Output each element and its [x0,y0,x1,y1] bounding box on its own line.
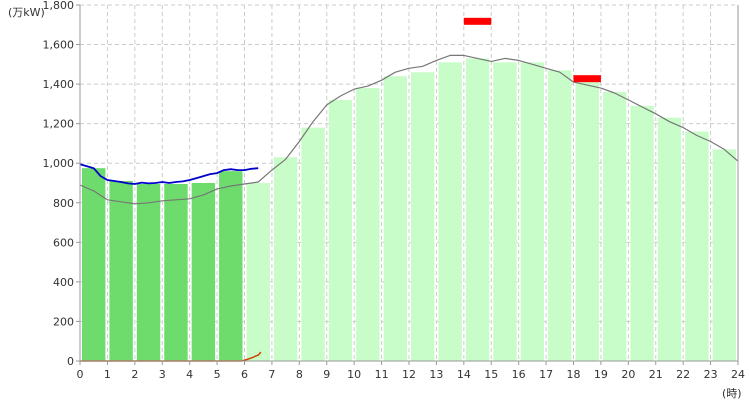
bar-actual [164,183,188,361]
y-tick-label: 200 [53,315,74,328]
x-tick-label: 11 [375,368,389,381]
bar-forecast [657,117,682,361]
x-tick-label: 3 [159,368,166,381]
x-tick-label: 12 [402,368,416,381]
bar-forecast [356,88,380,362]
y-tick-label: 0 [67,355,74,368]
x-tick-label: 4 [186,368,193,381]
x-tick-label: 13 [429,368,443,381]
x-tick-label: 15 [484,368,498,381]
x-tick-label: 17 [539,368,553,381]
y-tick-label: 600 [53,236,74,249]
grid-lines [80,4,739,361]
bar-forecast [273,157,298,361]
axes: 0 200 400 600 800 1,000 1,200 1,400 1,600 1,800 0 1… [43,0,746,381]
x-tick-label: 2 [131,368,138,381]
x-tick-label: 7 [268,368,275,381]
x-tick-label: 8 [296,368,303,381]
x-tick-label: 1 [104,368,111,381]
bar-forecast [246,183,270,361]
peak-marker [463,17,492,25]
bar-forecast [712,149,736,361]
bar-forecast [438,62,462,361]
bar-group [82,58,736,362]
y-tick-label: 1,200 [43,118,75,131]
x-axis-unit-label: (時) [722,387,742,400]
bar-actual [109,181,133,361]
x-tick-label: 5 [214,368,221,381]
y-tick-label: 1,800 [43,0,75,12]
x-tick-label: 24 [731,368,745,381]
bar-actual [191,183,216,361]
x-tick-label: 14 [457,368,471,381]
peak-marker-group [463,17,601,83]
x-tick-label: 0 [77,368,84,381]
peak-marker [573,75,601,83]
bar-actual [136,183,161,361]
x-tick-label: 19 [594,368,608,381]
y-tick-label: 1,600 [43,39,75,52]
series-line-yesterday [79,54,739,205]
bar-forecast [630,105,654,361]
bar-forecast [328,99,353,361]
bar-forecast [548,70,572,362]
bar-actual [219,171,243,361]
bar-forecast [383,76,407,361]
bar-forecast [520,62,545,361]
y-axis-unit-label: (万kW) [8,6,45,19]
bar-forecast [602,92,627,362]
bar-forecast [465,58,490,362]
y-tick-label: 400 [53,276,74,289]
series-line-today [79,163,259,185]
bar-forecast [411,72,435,361]
x-tick-label: 23 [704,368,718,381]
x-tick-label: 6 [241,368,248,381]
bar-forecast [301,127,325,361]
x-tick-label: 9 [323,368,330,381]
y-tick-label: 1,000 [43,157,75,170]
x-tick-label: 10 [347,368,361,381]
x-tick-label: 21 [649,368,663,381]
bar-forecast [493,62,517,361]
x-tick-label: 22 [676,368,690,381]
y-tick-label: 800 [53,197,74,210]
bar-actual [82,168,106,361]
bar-forecast [685,131,709,361]
bar-forecast [575,82,599,361]
x-tick-label: 18 [567,368,581,381]
x-tick-label: 20 [621,368,635,381]
x-tick-label: 16 [512,368,526,381]
y-tick-label: 1,400 [43,78,75,91]
